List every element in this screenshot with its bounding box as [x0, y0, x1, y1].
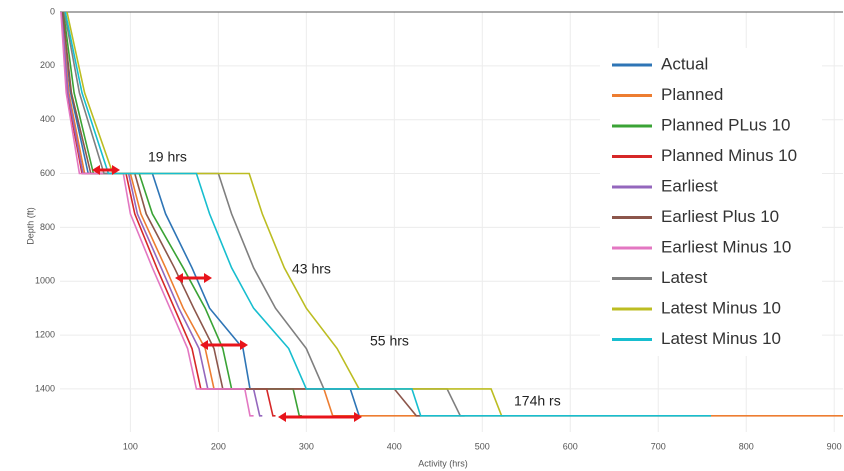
x-tick-label: 200 [211, 441, 226, 451]
x-tick-label: 700 [651, 441, 666, 451]
annotation: 19 hrs [148, 149, 187, 165]
annotation: 174h rs [514, 393, 561, 409]
x-tick-label: 100 [123, 441, 138, 451]
y-tick-label: 800 [40, 222, 55, 232]
legend-label: Actual [661, 54, 708, 73]
series-line [61, 11, 263, 417]
x-tick-label: 400 [387, 441, 402, 451]
annotation-arrowhead [175, 273, 183, 283]
annotation-arrowhead [354, 412, 362, 422]
legend-label: Latest [661, 268, 708, 287]
legend-label: Earliest [661, 176, 718, 195]
annotation-arrowhead [204, 273, 212, 283]
legend-label: Planned [661, 85, 723, 104]
y-axis-label: Depth (ft) [25, 207, 35, 245]
x-tick-label: 600 [563, 441, 578, 451]
series-line [61, 11, 843, 417]
y-tick-label: 400 [40, 114, 55, 124]
legend-label: Earliest Plus 10 [661, 207, 779, 226]
series-line [64, 11, 711, 417]
series-line [61, 11, 361, 417]
y-tick-label: 1400 [35, 383, 55, 393]
y-tick-label: 600 [40, 168, 55, 178]
annotation-arrowhead [278, 412, 286, 422]
series-line [62, 11, 302, 417]
series-line [61, 11, 276, 417]
annotation: 43 hrs [292, 261, 331, 277]
annotation-arrowhead [112, 165, 120, 175]
series-line [61, 11, 421, 417]
series-line [63, 11, 465, 417]
x-tick-label: 900 [827, 441, 842, 451]
y-tick-label: 1200 [35, 329, 55, 339]
annotation-arrowhead [240, 340, 248, 350]
x-tick-label: 500 [475, 441, 490, 451]
series-line [66, 11, 505, 417]
y-tick-label: 1000 [35, 276, 55, 286]
x-axis-label: Activity (hrs) [418, 458, 468, 468]
series-line [60, 11, 254, 417]
legend-label: Planned PLus 10 [661, 115, 791, 134]
y-tick-label: 0 [50, 6, 55, 16]
x-tick-label: 800 [739, 441, 754, 451]
x-tick-label: 300 [299, 441, 314, 451]
legend-background [600, 48, 822, 356]
legend-label: Earliest Minus 10 [661, 237, 791, 256]
y-tick-label: 200 [40, 60, 55, 70]
legend-label: Latest Minus 10 [661, 298, 781, 317]
annotation-arrowhead [92, 165, 100, 175]
legend-label: Latest Minus 10 [661, 329, 781, 348]
annotation-arrowhead [200, 340, 208, 350]
legend-label: Planned Minus 10 [661, 146, 797, 165]
annotation: 55 hrs [370, 333, 409, 349]
